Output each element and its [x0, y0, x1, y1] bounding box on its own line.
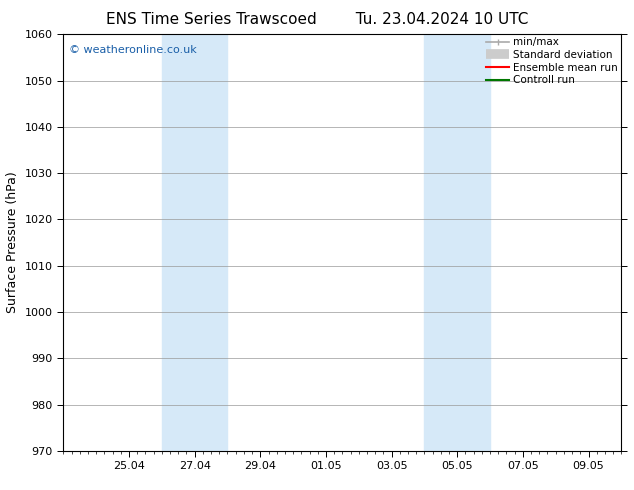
- Bar: [424, 34, 490, 451]
- Y-axis label: Surface Pressure (hPa): Surface Pressure (hPa): [6, 172, 19, 314]
- Text: ENS Time Series Trawscoed        Tu. 23.04.2024 10 UTC: ENS Time Series Trawscoed Tu. 23.04.2024…: [106, 12, 528, 27]
- Text: © weatheronline.co.uk: © weatheronline.co.uk: [69, 45, 197, 55]
- Legend: min/max, Standard deviation, Ensemble mean run, Controll run: min/max, Standard deviation, Ensemble me…: [484, 35, 620, 87]
- Bar: [162, 34, 228, 451]
